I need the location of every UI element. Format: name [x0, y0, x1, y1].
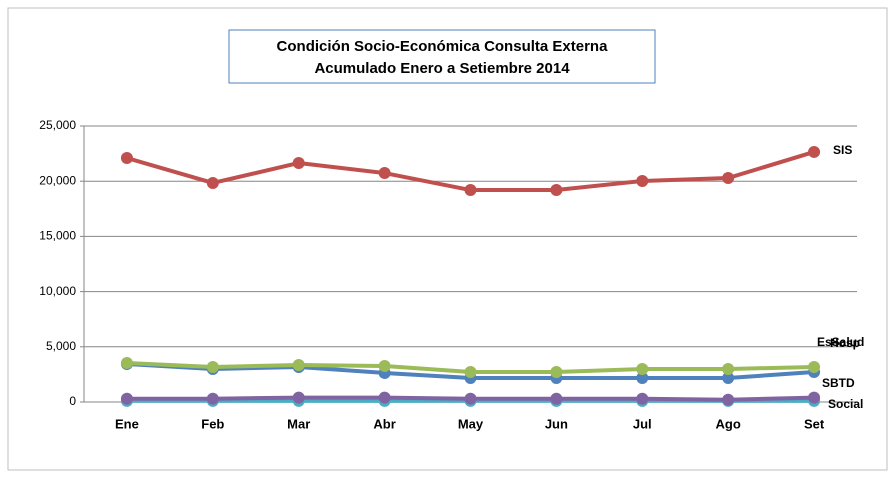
point-marker [378, 167, 391, 180]
chart-title: Condición Socio-Económica Consulta Exter… [277, 38, 609, 55]
point-marker [292, 156, 305, 169]
point-marker [206, 361, 219, 374]
x-tick-label: Ago [716, 416, 741, 431]
x-tick-label: Mar [287, 416, 310, 431]
point-marker [120, 357, 133, 370]
y-tick-label: 10,000 [39, 284, 76, 298]
x-tick-label: Ene [115, 416, 139, 431]
point-marker [722, 393, 735, 406]
series-label: Hosp [830, 336, 860, 350]
point-marker [550, 392, 563, 405]
point-marker [808, 391, 821, 404]
point-marker [206, 176, 219, 189]
point-marker [120, 392, 133, 405]
point-marker [464, 184, 477, 197]
series-label: SIS [833, 143, 852, 157]
chart-border [7, 7, 888, 471]
point-marker [464, 365, 477, 378]
series-label: EsSalud [817, 335, 864, 349]
point-marker [292, 391, 305, 404]
y-tick-label: 5,000 [46, 339, 76, 353]
x-tick-label: Feb [201, 416, 224, 431]
y-tick-label: 25,000 [39, 118, 76, 132]
point-marker [722, 171, 735, 184]
y-tick-label: 0 [69, 394, 76, 408]
x-tick-label: Set [804, 416, 825, 431]
point-marker [808, 361, 821, 374]
point-marker [550, 184, 563, 197]
y-tick-label: 20,000 [39, 173, 76, 187]
point-marker [550, 365, 563, 378]
point-marker [378, 360, 391, 373]
point-marker [808, 145, 821, 158]
title-box [228, 29, 656, 84]
point-marker [636, 392, 649, 405]
series-label: Social [828, 397, 863, 411]
x-tick-label: May [458, 416, 484, 431]
point-marker [636, 174, 649, 187]
x-tick-label: Abr [373, 416, 395, 431]
point-marker [292, 359, 305, 372]
point-marker [722, 362, 735, 375]
point-marker [206, 392, 219, 405]
point-marker [378, 391, 391, 404]
x-tick-label: Jul [633, 416, 652, 431]
point-marker [120, 152, 133, 165]
series-label: SBTD [822, 376, 855, 390]
point-marker [464, 392, 477, 405]
point-marker [636, 362, 649, 375]
point-marker [722, 372, 735, 385]
point-marker [636, 372, 649, 385]
chart-subtitle: Acumulado Enero a Setiembre 2014 [314, 60, 570, 77]
y-tick-label: 15,000 [39, 229, 76, 243]
x-tick-label: Jun [545, 416, 568, 431]
